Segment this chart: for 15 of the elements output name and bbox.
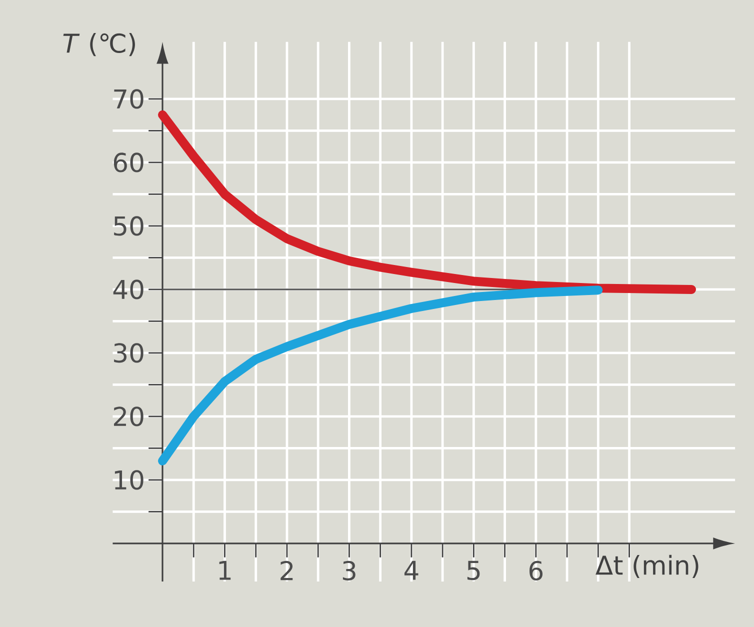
x-tick-label: 3 bbox=[342, 560, 356, 580]
x-tick-label: 6 bbox=[529, 560, 543, 580]
x-axis-title: Δt (min) bbox=[596, 554, 698, 578]
x-tick-label: 5 bbox=[467, 560, 480, 580]
y-tick-label: 40 bbox=[113, 279, 144, 300]
y-tick-label: 50 bbox=[114, 216, 144, 236]
y-tick-label: 70 bbox=[114, 89, 144, 109]
y-tick-label: 30 bbox=[114, 342, 144, 363]
y-tick-label: 20 bbox=[114, 406, 144, 426]
x-tick-label: 2 bbox=[280, 560, 293, 580]
x-tick-label: 1 bbox=[219, 560, 231, 580]
y-axis-title: T (℃) bbox=[63, 32, 135, 56]
x-tick-label: 4 bbox=[404, 560, 418, 580]
y-tick-label: 10 bbox=[114, 470, 144, 490]
y-tick-label: 60 bbox=[114, 152, 144, 172]
